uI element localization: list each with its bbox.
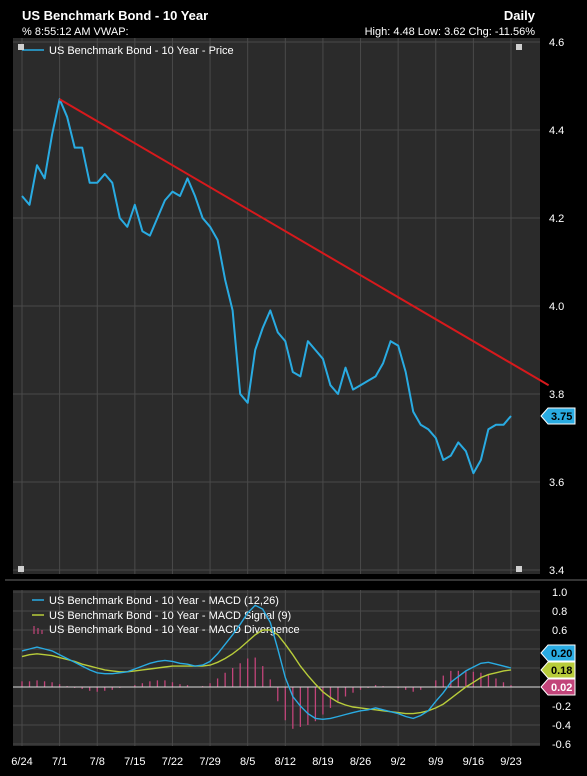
resize-handle-top-left[interactable] (18, 44, 24, 50)
price-y-axis: 4.6 4.4 4.2 4.0 3.8 3.6 3.4 (549, 37, 564, 577)
x-tick-label: 8/5 (240, 756, 255, 768)
macd-series-line (21, 604, 512, 721)
divergence-legend-swatch (33, 626, 43, 634)
divergence-legend-label: US Benchmark Bond - 10 Year - MACD Diver… (49, 624, 300, 636)
signal-legend-label: US Benchmark Bond - 10 Year - MACD Signa… (49, 610, 291, 622)
macd-legend: US Benchmark Bond - 10 Year - MACD (12,2… (32, 595, 300, 636)
x-tick-label: 7/29 (199, 756, 220, 768)
x-tick-label: 9/2 (391, 756, 406, 768)
macd-y-tick-label: 1.0 (552, 587, 567, 599)
chart-title: US Benchmark Bond - 10 Year (22, 8, 208, 23)
x-tick-label: 9/23 (500, 756, 521, 768)
price-layer (21, 98, 550, 475)
last-price-flag (540, 407, 576, 425)
last-price-marker: 3.75 (540, 407, 576, 425)
macd-y-tick-label: -0.4 (552, 720, 571, 732)
x-tick-label: 7/15 (124, 756, 145, 768)
x-tick-label: 8/26 (350, 756, 371, 768)
divergence-last-value-label: 0.02 (551, 682, 572, 694)
macd-y-tick-label: -0.2 (552, 701, 571, 713)
macd-layer (13, 604, 540, 729)
x-tick-label: 6/24 (11, 756, 32, 768)
price-y-tick-label: 3.8 (549, 389, 564, 401)
x-tick-label: 9/9 (428, 756, 443, 768)
info-left: % 8:55:12 AM VWAP: (22, 26, 129, 38)
price-y-tick-label: 4.6 (549, 37, 564, 49)
signal-last-value-flag (540, 661, 576, 679)
x-tick-label: 7/1 (52, 756, 67, 768)
macd-last-value-tags: 0.20 0.18 0.02 (540, 644, 576, 696)
price-y-tick-label: 4.4 (549, 125, 564, 137)
resize-handle-top-right[interactable] (516, 44, 522, 50)
price-y-tick-label: 4.0 (549, 301, 564, 313)
x-tick-label: 8/12 (275, 756, 296, 768)
x-tick-label: 9/16 (463, 756, 484, 768)
signal-last-value-label: 0.18 (551, 665, 572, 677)
macd-last-value-flag (540, 644, 576, 662)
resize-handle-bottom-right[interactable] (516, 566, 522, 572)
x-tick-label: 8/19 (312, 756, 333, 768)
divergence-last-value-flag (540, 678, 576, 696)
price-y-tick-label: 4.2 (549, 213, 564, 225)
price-grid (13, 38, 540, 574)
x-tick-label: 7/8 (90, 756, 105, 768)
price-y-tick-label: 3.6 (549, 477, 564, 489)
macd-y-tick-label: -0.6 (552, 739, 571, 751)
x-tick-label: 7/22 (162, 756, 183, 768)
macd-legend-label: US Benchmark Bond - 10 Year - MACD (12,2… (49, 595, 279, 607)
trend-line (59, 98, 550, 387)
resize-handle-bottom-left[interactable] (18, 566, 24, 572)
info-right: High: 4.48 Low: 3.62 Chg: -11.56% (365, 26, 536, 38)
macd-y-tick-label: 0.8 (552, 606, 567, 618)
price-y-tick-label: 3.4 (549, 565, 564, 577)
last-price-label: 3.75 (551, 411, 572, 423)
period-label: Daily (504, 8, 536, 23)
x-axis: 6/24 7/1 7/8 7/15 7/22 7/29 8/5 8/12 8/19 8/26 9/2… (11, 756, 521, 768)
price-legend-label: US Benchmark Bond - 10 Year - Price (49, 45, 234, 57)
macd-y-tick-label: 0.6 (552, 625, 567, 637)
macd-last-value-label: 0.20 (551, 648, 572, 660)
price-series-line (21, 98, 512, 475)
